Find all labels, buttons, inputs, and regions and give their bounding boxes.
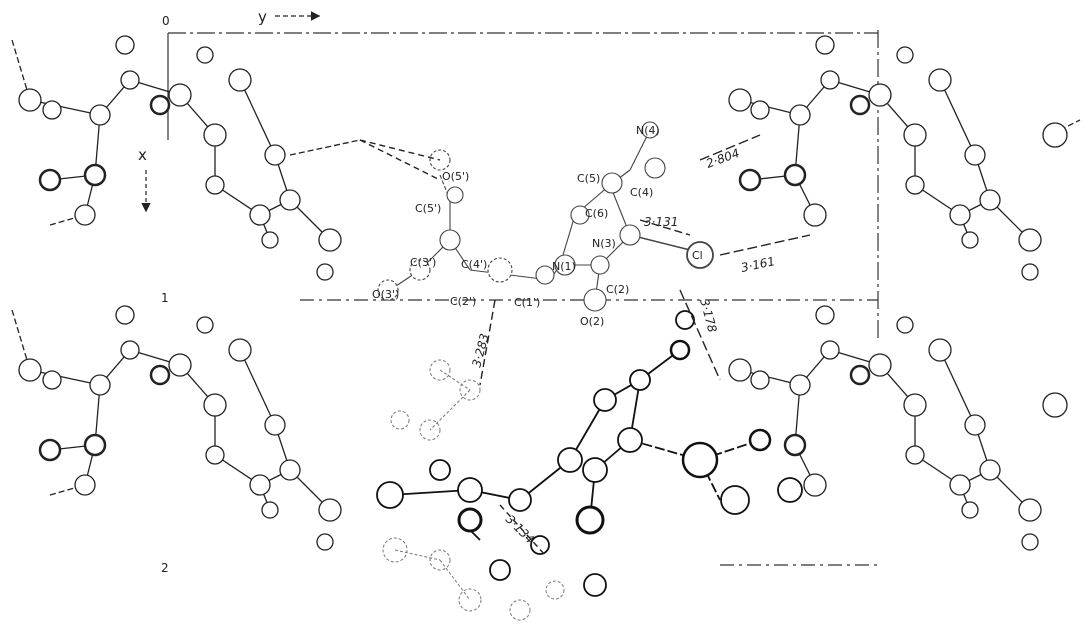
atom-label-c2p: C(2') <box>450 295 476 308</box>
distance-label-2: 3·131 <box>644 215 678 229</box>
atom-label-c5: C(5) <box>577 172 600 185</box>
atom-label-o5p: O(5') <box>442 170 469 183</box>
contact-lines <box>359 134 811 556</box>
atom-label-c5p: C(5') <box>415 202 441 215</box>
distance-label-1: 2·804 <box>704 146 741 171</box>
x-axis-label: x <box>138 146 147 164</box>
atom-label-c6: C(6) <box>585 207 608 220</box>
distance-label-4: 3·178 <box>697 297 720 334</box>
atom-label-c4p: C(4') <box>461 258 487 271</box>
distance-label-3: 3·161 <box>740 254 777 275</box>
atom-labels: N(4) C(5) C(4) C(6) N(3) Cl N(1) C(2) O(… <box>372 124 703 328</box>
molecule-faint-lower <box>382 359 565 621</box>
molecule-lower-right <box>728 305 1068 551</box>
atom-label-c1p: C(1') <box>514 296 540 309</box>
atom-label-n1: N(1) <box>552 260 576 273</box>
atom-label-c3p: C(3') <box>410 256 436 269</box>
y-axis-label: y <box>258 8 267 26</box>
molecule-central <box>377 121 714 312</box>
row-mark-1: 1 <box>161 291 169 305</box>
atom-label-c2: C(2) <box>606 283 629 296</box>
molecule-lower-center <box>376 310 803 597</box>
atom-label-c4: C(4) <box>630 186 653 199</box>
molecule-lower-left <box>11 305 342 551</box>
row-mark-2: 2 <box>161 561 169 575</box>
atom-label-cl: Cl <box>692 249 703 262</box>
molecule-upper-right <box>728 35 1081 281</box>
atom-label-o3p: O(3') <box>372 288 399 301</box>
distance-label-6: 3·134 <box>503 512 537 546</box>
molecule-upper-left <box>11 35 361 281</box>
origin-label: 0 <box>162 14 170 28</box>
atom-label-o2: O(2) <box>580 315 604 328</box>
axis-annotations: 0 y x 1 2 <box>138 8 321 575</box>
distance-label-5: 3·283 <box>469 332 491 369</box>
atom-label-n4: N(4) <box>636 124 660 137</box>
atom-label-n3: N(3) <box>592 237 616 250</box>
